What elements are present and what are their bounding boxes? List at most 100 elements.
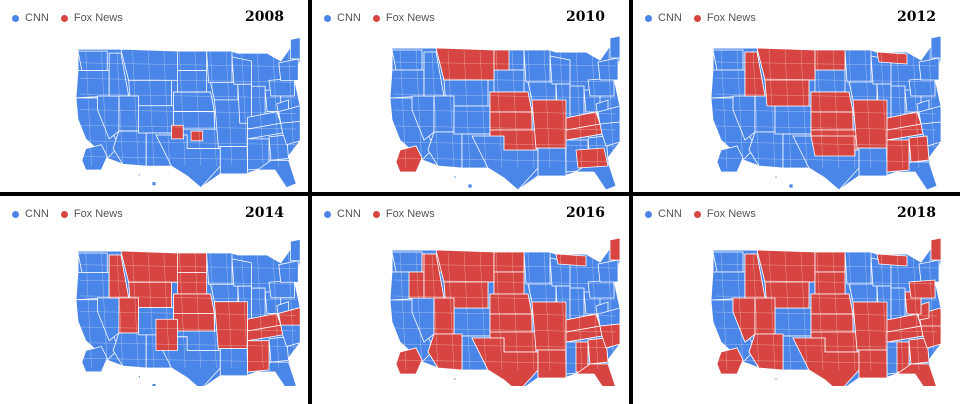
county-line <box>752 251 760 371</box>
region-co <box>453 307 491 337</box>
fox-region-ms-al <box>886 139 910 173</box>
fox-region-nd <box>177 252 208 273</box>
legend-fox-label: Fox News <box>385 208 435 220</box>
legend-cnn-label: CNN <box>337 12 361 24</box>
legend-fox: Fox News <box>60 12 123 24</box>
region-ga <box>268 134 289 161</box>
region-la-ms <box>537 147 567 177</box>
fox-region-sd <box>493 271 525 295</box>
fox-region-pa <box>908 279 936 299</box>
region-ia <box>210 81 239 101</box>
fox-region-ut <box>118 297 139 334</box>
region-mn <box>206 50 233 83</box>
legend: CNN Fox News <box>12 12 135 24</box>
fox-region-ga <box>908 337 930 365</box>
county-line <box>179 252 186 369</box>
map-panel: CNN Fox News 2012 <box>633 0 960 192</box>
cnn-dot-icon <box>645 14 652 22</box>
region-co <box>774 307 812 337</box>
legend-cnn: CNN <box>12 208 49 220</box>
legend-fox-label: Fox News <box>706 12 756 24</box>
county-line <box>79 264 297 269</box>
county-line <box>800 49 808 169</box>
region-wa <box>391 251 423 273</box>
region-co <box>453 105 491 135</box>
cnn-dot-icon <box>324 14 331 22</box>
county-line <box>79 62 297 67</box>
county-line <box>912 49 920 169</box>
county-line <box>463 251 471 371</box>
region-ny <box>918 259 940 283</box>
legend-cnn: CNN <box>645 208 682 220</box>
fox-region-nd-west <box>493 49 510 71</box>
region-mt <box>120 48 178 81</box>
county-line <box>194 51 202 167</box>
legend-cnn: CNN <box>324 12 361 24</box>
county-line <box>714 125 938 131</box>
fox-region-az <box>427 333 463 371</box>
legend: CNN Fox News <box>324 208 447 220</box>
fox-region-mo-arkansas <box>852 99 888 149</box>
region-carolinas <box>280 120 301 146</box>
county-line <box>415 251 423 371</box>
fox-region-ne <box>173 293 215 314</box>
county-line <box>163 51 170 167</box>
us-map <box>389 236 621 386</box>
fox-region-tx-center <box>171 124 184 140</box>
county-line <box>431 49 439 169</box>
county-line <box>194 252 202 369</box>
county-line <box>399 49 407 169</box>
county-line <box>272 51 280 167</box>
region-sd <box>814 69 846 93</box>
fox-region-mt <box>435 47 495 81</box>
legend-cnn-label: CNN <box>658 208 682 220</box>
county-line <box>495 49 503 169</box>
region-fl <box>256 159 297 189</box>
fox-region-mt <box>435 249 495 283</box>
county-line <box>527 251 535 371</box>
fox-region-id <box>744 51 766 97</box>
fox-region-carolinas <box>599 323 621 349</box>
year-label: 2012 <box>897 9 936 25</box>
region-sd <box>177 70 208 93</box>
fox-region-ne <box>489 91 533 113</box>
county-line <box>768 251 776 371</box>
county-line <box>393 263 617 269</box>
county-line <box>848 251 856 371</box>
legend-fox: Fox News <box>372 208 435 220</box>
county-line <box>393 61 617 67</box>
county-line <box>714 93 938 99</box>
fox-region-fl <box>895 363 937 386</box>
cnn-dot-icon <box>324 210 331 218</box>
fox-region-ne <box>810 293 854 315</box>
county-line <box>816 49 824 169</box>
county-line <box>132 51 139 167</box>
county-line <box>714 359 938 365</box>
region-me <box>930 35 942 59</box>
fox-region-tx-west <box>155 318 178 351</box>
fox-region-mt <box>120 250 178 283</box>
legend-cnn-label: CNN <box>337 208 361 220</box>
region-ny <box>278 260 299 283</box>
region-hi1 <box>453 377 457 381</box>
county-line <box>543 49 551 169</box>
fox-region-ks <box>810 313 854 333</box>
region-hi1 <box>138 375 141 379</box>
fox-region-mt <box>756 249 816 283</box>
region-hi1 <box>774 377 778 381</box>
cnn-dot-icon <box>645 210 652 218</box>
county-line <box>896 251 904 371</box>
county-line <box>591 251 599 371</box>
year-label: 2008 <box>245 9 284 25</box>
county-line <box>241 252 248 369</box>
county-line <box>147 252 155 369</box>
region-la-ms <box>219 146 248 175</box>
county-line <box>559 49 567 169</box>
county-line <box>575 49 583 169</box>
county-line <box>784 251 792 371</box>
county-line <box>479 251 487 371</box>
fox-region-ga <box>587 337 609 365</box>
region-hi2 <box>151 383 157 386</box>
fox-region-mi-up <box>876 253 908 267</box>
